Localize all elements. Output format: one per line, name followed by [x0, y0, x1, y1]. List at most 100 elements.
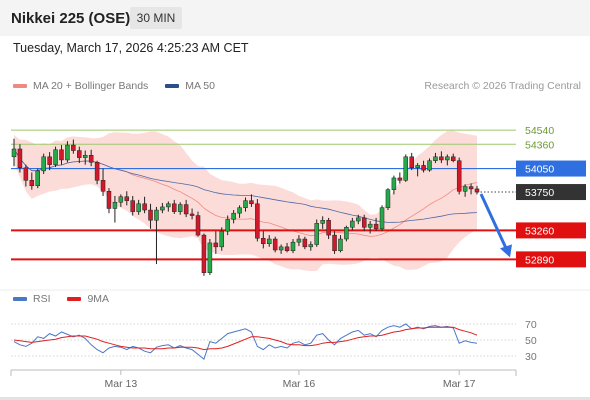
- legend-label-9ma: 9MA: [87, 293, 110, 305]
- candle-down: [130, 200, 135, 212]
- candle-up: [290, 241, 296, 252]
- instrument-title: Nikkei 225 (OSE): [11, 10, 131, 27]
- candle-up: [314, 223, 319, 245]
- legend-swatch-rsi: [13, 297, 27, 302]
- candle-up: [65, 144, 70, 161]
- candle-up: [136, 203, 141, 212]
- candle-up: [415, 165, 420, 169]
- candle-up: [118, 196, 124, 203]
- candle-down: [397, 177, 403, 181]
- candle-up: [320, 219, 325, 224]
- candle-up: [308, 244, 314, 248]
- candle-up: [41, 156, 46, 172]
- candle-up: [266, 238, 272, 244]
- candle-up: [427, 160, 432, 171]
- x-axis-label: Mar 17: [443, 378, 476, 390]
- candle-down: [88, 154, 94, 163]
- candle-down: [29, 180, 35, 187]
- candle-up: [243, 200, 248, 208]
- legend-label-ma50: MA 50: [185, 80, 215, 92]
- candle-down: [456, 160, 462, 192]
- candle-down: [172, 203, 177, 212]
- candle-down: [451, 156, 456, 161]
- candle-up: [160, 206, 165, 211]
- level-52890-label: 52890: [525, 254, 554, 266]
- candle-down: [474, 188, 480, 193]
- candle-down: [189, 213, 195, 216]
- level-54050-label: 54050: [525, 164, 554, 176]
- candle-up: [177, 204, 183, 212]
- rsi-axis-label: 30: [525, 351, 537, 363]
- candle-down: [332, 234, 337, 252]
- level-54540-label: 54540: [525, 125, 554, 137]
- copyright-text: Research © 2026 Trading Central: [424, 80, 581, 92]
- candle-down: [148, 209, 153, 221]
- candle-up: [278, 246, 284, 251]
- candle-down: [17, 148, 23, 169]
- candle-up: [35, 170, 40, 187]
- x-axis-label: Mar 16: [283, 378, 316, 390]
- candle-down: [272, 238, 278, 251]
- candle-up: [367, 223, 373, 228]
- candle-up: [112, 201, 118, 209]
- candle-up: [237, 207, 242, 214]
- candle-down: [373, 223, 379, 230]
- candle-down: [439, 156, 444, 161]
- candle-down: [201, 234, 207, 273]
- candle-up: [379, 207, 385, 230]
- candle-down: [23, 167, 29, 181]
- legend-item-ma20-bollinger: MA 20 + Bollinger Bands: [13, 80, 148, 92]
- level-54050-tag: [516, 160, 586, 177]
- candle-down: [284, 246, 290, 252]
- candle-down: [124, 196, 130, 201]
- rsi-axis-label: 50: [525, 335, 537, 347]
- candle-up: [385, 189, 391, 208]
- candle-down: [249, 200, 254, 205]
- candle-down: [183, 204, 189, 215]
- legend-label-ma20: MA 20 + Bollinger Bands: [33, 80, 149, 92]
- level-52890-tag: [516, 251, 586, 268]
- candle-up: [154, 209, 159, 221]
- rsi-9ma-line: [13, 326, 478, 351]
- header-bar: Nikkei 225 (OSE) 30 MIN: [0, 0, 590, 36]
- candle-down: [195, 215, 201, 236]
- candle-down: [142, 203, 147, 211]
- candle-up: [53, 149, 58, 165]
- candle-down: [77, 150, 82, 158]
- candle-down: [255, 203, 260, 239]
- candle-down: [94, 162, 100, 181]
- candle-up: [166, 203, 171, 208]
- timeframe-selector[interactable]: 30 MIN: [130, 7, 182, 29]
- candle-down: [326, 219, 331, 236]
- legend-item-9ma: 9MA: [67, 293, 109, 305]
- candle-up: [207, 242, 213, 273]
- candle-down: [261, 237, 266, 244]
- candle-down: [213, 242, 219, 248]
- level-53750-tag: [516, 184, 586, 201]
- candle-down: [47, 156, 52, 165]
- candle-up: [391, 177, 397, 190]
- rsi-axis-label: 70: [525, 319, 537, 331]
- legend-item-ma50: MA 50: [165, 80, 215, 92]
- forecast-arrow-shaft: [479, 193, 509, 252]
- candle-up: [231, 212, 236, 220]
- legend-swatch-ma20: [13, 84, 27, 89]
- legend-swatch-9ma: [67, 297, 82, 302]
- level-53260-tag: [516, 222, 586, 239]
- candle-up: [445, 156, 450, 161]
- level-53750-label: 53750: [525, 187, 554, 199]
- candle-up: [225, 219, 230, 232]
- rsi-legend: RSI 9MA: [13, 293, 123, 305]
- candle-down: [71, 144, 76, 151]
- candle-down: [409, 156, 414, 169]
- candle-up: [433, 156, 438, 161]
- candle-up: [338, 238, 343, 252]
- candle-up: [356, 217, 361, 222]
- candle-up: [219, 230, 225, 248]
- report-datetime: Tuesday, March 17, 2026 4:25:23 AM CET: [13, 41, 249, 55]
- candle-up: [11, 148, 17, 158]
- candle-up: [350, 220, 355, 228]
- candle-down: [106, 191, 112, 209]
- x-axis-label: Mar 13: [105, 378, 138, 390]
